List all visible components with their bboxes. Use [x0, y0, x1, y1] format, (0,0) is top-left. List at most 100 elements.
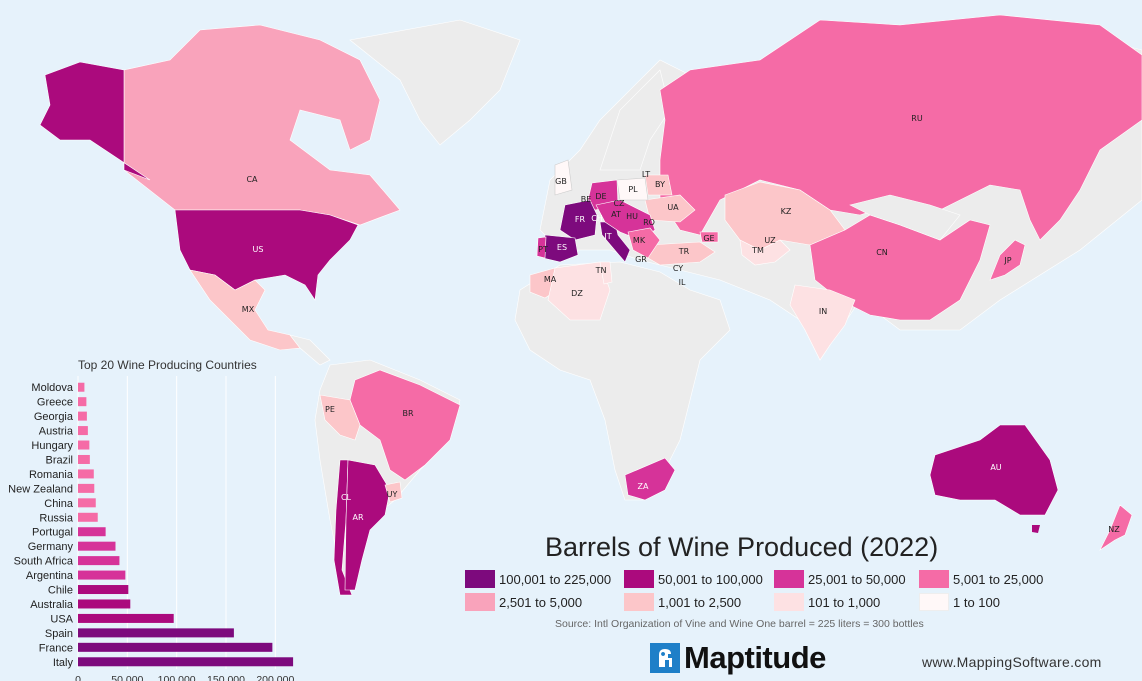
africa: [514, 261, 731, 501]
label-cl: CL: [341, 493, 352, 502]
france: [559, 199, 598, 241]
bar-germany: [78, 541, 116, 551]
top-20-bar-chart: Top 20 Wine Producing Countries Moldova G…: [8, 358, 294, 681]
bar-spain: [78, 628, 234, 638]
bar-italy: [78, 657, 294, 667]
bar-moldova: [78, 382, 85, 392]
greenland: [349, 19, 521, 146]
argentina: [344, 459, 391, 591]
category-label: Germany: [28, 541, 74, 553]
legend-label: 1,001 to 2,500: [658, 594, 742, 610]
x-tick-label: 150,000: [207, 674, 245, 681]
source-note: Source: Intl Organization of Vine and Wi…: [555, 618, 924, 630]
category-label: Portugal: [32, 527, 73, 539]
label-za: ZA: [638, 482, 649, 491]
legend-label: 5,001 to 25,000: [953, 571, 1044, 587]
legend-label: 1 to 100: [953, 594, 1000, 610]
category-label: Chile: [48, 585, 73, 597]
label-mx: MX: [242, 305, 255, 314]
label-ar: AR: [352, 513, 363, 522]
legend-item: 100,001 to 225,000: [465, 570, 611, 588]
legend-label: 25,001 to 50,000: [808, 571, 906, 587]
bar-russia: [78, 512, 98, 522]
legend-title: Barrels of Wine Produced (2022): [545, 532, 939, 562]
label-cz: CZ: [613, 199, 625, 208]
label-ru: RU: [911, 114, 923, 123]
bar-brazil: [78, 454, 90, 464]
category-label: South Africa: [14, 556, 74, 568]
category-label: Russia: [39, 512, 74, 524]
label-es: ES: [557, 243, 567, 252]
label-cn: CN: [876, 248, 888, 257]
label-ca: CA: [246, 175, 258, 184]
label-uz: UZ: [764, 236, 776, 245]
bar-georgia: [78, 411, 87, 421]
label-pe: PE: [325, 405, 335, 414]
alaska: [39, 61, 151, 181]
legend-item: 1 to 100: [919, 593, 1000, 611]
legend-swatch: [465, 570, 495, 588]
legend-label: 101 to 1,000: [808, 594, 881, 610]
bar-new-zealand: [78, 483, 95, 493]
legend-item: 2,501 to 5,000: [465, 593, 582, 611]
peru: [319, 394, 361, 441]
category-label: Australia: [30, 599, 74, 611]
legend-swatch: [624, 593, 654, 611]
chart-title: Top 20 Wine Producing Countries: [78, 358, 257, 372]
bar-argentina: [78, 570, 126, 580]
label-tn: TN: [595, 266, 607, 275]
legend-label: 2,501 to 5,000: [499, 594, 583, 610]
bar-austria: [78, 426, 88, 436]
label-ua: UA: [667, 203, 679, 212]
label-kz: KZ: [781, 207, 792, 216]
label-jp: JP: [1003, 256, 1011, 265]
india: [789, 284, 856, 361]
x-tick-label: 200,000: [256, 674, 294, 681]
label-hu: HU: [626, 212, 638, 221]
label-lt: LT: [642, 170, 650, 179]
x-tick-label: 100,000: [158, 674, 196, 681]
label-cy: CY: [673, 264, 683, 273]
bar-portugal: [78, 527, 106, 537]
legend-swatch: [465, 593, 495, 611]
maptitude-logo-icon: [650, 643, 680, 673]
legend-label: 50,001 to 100,000: [658, 571, 763, 587]
logo-text: Maptitude: [684, 640, 826, 675]
label-fr: FR: [575, 215, 586, 224]
tasmania: [1032, 525, 1040, 533]
category-label: Italy: [53, 657, 74, 669]
x-tick-label: 0: [75, 674, 81, 681]
mexico: [189, 269, 301, 351]
tunisia: [599, 261, 613, 285]
legend-swatch: [919, 570, 949, 588]
category-label: Spain: [45, 628, 73, 640]
category-label: Brazil: [45, 454, 73, 466]
label-nz: NZ: [1108, 525, 1120, 534]
label-tr: TR: [678, 247, 690, 256]
category-label: Greece: [37, 397, 73, 409]
website-url[interactable]: www.MappingSoftware.com: [922, 654, 1102, 670]
label-pl: PL: [628, 185, 638, 194]
label-au: AU: [990, 463, 1001, 472]
legend-item: 101 to 1,000: [774, 593, 880, 611]
label-gb: GB: [555, 177, 567, 186]
south-africa: [624, 457, 676, 501]
bar-australia: [78, 599, 131, 609]
legend-swatch: [774, 593, 804, 611]
japan: [989, 239, 1026, 281]
label-il: IL: [679, 278, 686, 287]
maptitude-logo[interactable]: Maptitude: [650, 640, 826, 676]
label-de: DE: [595, 192, 606, 201]
category-label: China: [44, 498, 74, 510]
mongolia: [849, 194, 961, 241]
bar-usa: [78, 613, 174, 623]
label-at: AT: [611, 210, 621, 219]
label-pt: PT: [538, 245, 548, 254]
poland: [616, 177, 649, 201]
bar-china: [78, 498, 96, 508]
category-label: New Zealand: [8, 483, 73, 495]
category-label: France: [39, 642, 73, 654]
bar-france: [78, 642, 273, 652]
category-label: Georgia: [34, 411, 74, 423]
